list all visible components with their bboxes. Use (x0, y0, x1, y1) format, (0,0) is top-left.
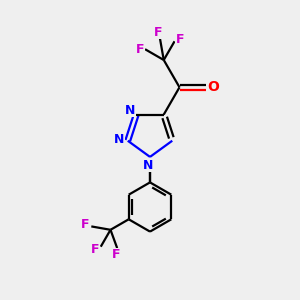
Text: F: F (91, 243, 99, 256)
Text: N: N (114, 133, 124, 146)
Text: F: F (111, 248, 120, 261)
Text: F: F (81, 218, 90, 231)
Text: N: N (124, 103, 135, 117)
Text: N: N (143, 159, 154, 172)
Text: O: O (207, 80, 219, 94)
Text: F: F (135, 43, 144, 56)
Text: F: F (154, 26, 163, 39)
Text: F: F (176, 33, 184, 46)
